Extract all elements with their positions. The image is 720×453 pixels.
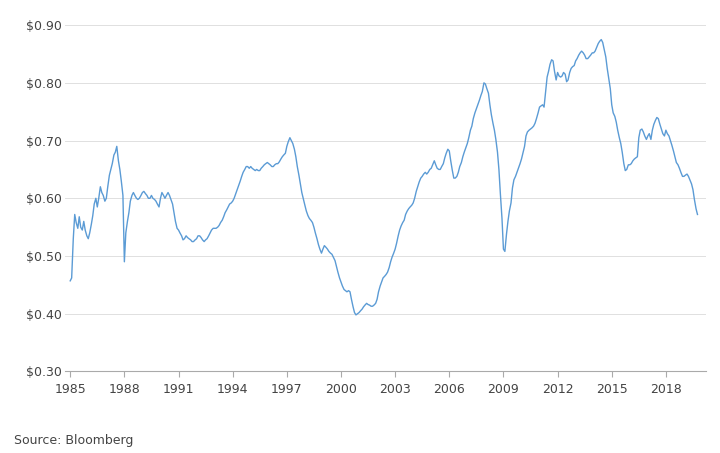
Text: Source: Bloomberg: Source: Bloomberg <box>14 434 134 447</box>
